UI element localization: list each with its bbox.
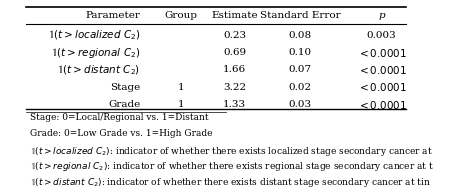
Text: 1: 1	[178, 100, 185, 109]
Text: 3.22: 3.22	[223, 83, 246, 92]
Text: $\mathbb{1}(t > \mathit{distant\ C_2})$: indicator of whether there exists dista: $\mathbb{1}(t > \mathit{distant\ C_2})$:…	[30, 176, 431, 189]
Text: $\mathbb{1}(t > \mathit{regional\ C_2})$: $\mathbb{1}(t > \mathit{regional\ C_2})$	[51, 46, 140, 60]
Text: 0.23: 0.23	[223, 31, 246, 40]
Text: p: p	[378, 11, 385, 20]
Text: Standard Error: Standard Error	[260, 11, 340, 20]
Text: $< 0.0001$: $< 0.0001$	[356, 99, 407, 111]
Text: Stage: Stage	[110, 83, 140, 92]
Text: 1.33: 1.33	[223, 100, 246, 109]
Text: 0.07: 0.07	[288, 65, 311, 74]
Text: $\mathbb{1}(t > \mathit{localized\ C_2})$: $\mathbb{1}(t > \mathit{localized\ C_2})…	[48, 28, 140, 42]
Text: $\mathbb{1}(t > \mathit{regional\ C_2})$: indicator of whether there exists regi: $\mathbb{1}(t > \mathit{regional\ C_2})$…	[30, 160, 434, 173]
Text: $\mathbb{1}(t > \mathit{localized\ C_2})$: indicator of whether there exists loc: $\mathbb{1}(t > \mathit{localized\ C_2})…	[30, 145, 433, 158]
Text: $< 0.0001$: $< 0.0001$	[356, 64, 407, 76]
Text: $< 0.0001$: $< 0.0001$	[356, 81, 407, 93]
Text: 1.66: 1.66	[223, 65, 246, 74]
Text: Estimate: Estimate	[211, 11, 258, 20]
Text: 0.03: 0.03	[288, 100, 311, 109]
Text: 0.02: 0.02	[288, 83, 311, 92]
Text: Grade: 0=Low Grade vs. 1=High Grade: Grade: 0=Low Grade vs. 1=High Grade	[30, 129, 212, 138]
Text: 0.003: 0.003	[367, 31, 397, 40]
Text: Stage: 0=Local/Regional vs. 1=Distant: Stage: 0=Local/Regional vs. 1=Distant	[30, 113, 209, 122]
Text: Parameter: Parameter	[86, 11, 140, 20]
Text: 1: 1	[178, 83, 185, 92]
Text: 0.08: 0.08	[288, 31, 311, 40]
Text: $\mathbb{1}(t > \mathit{distant\ C_2})$: $\mathbb{1}(t > \mathit{distant\ C_2})$	[57, 63, 140, 77]
Text: Grade: Grade	[108, 100, 140, 109]
Text: $< 0.0001$: $< 0.0001$	[356, 47, 407, 59]
Text: 0.10: 0.10	[288, 48, 311, 57]
Text: Group: Group	[165, 11, 198, 20]
Text: 0.69: 0.69	[223, 48, 246, 57]
